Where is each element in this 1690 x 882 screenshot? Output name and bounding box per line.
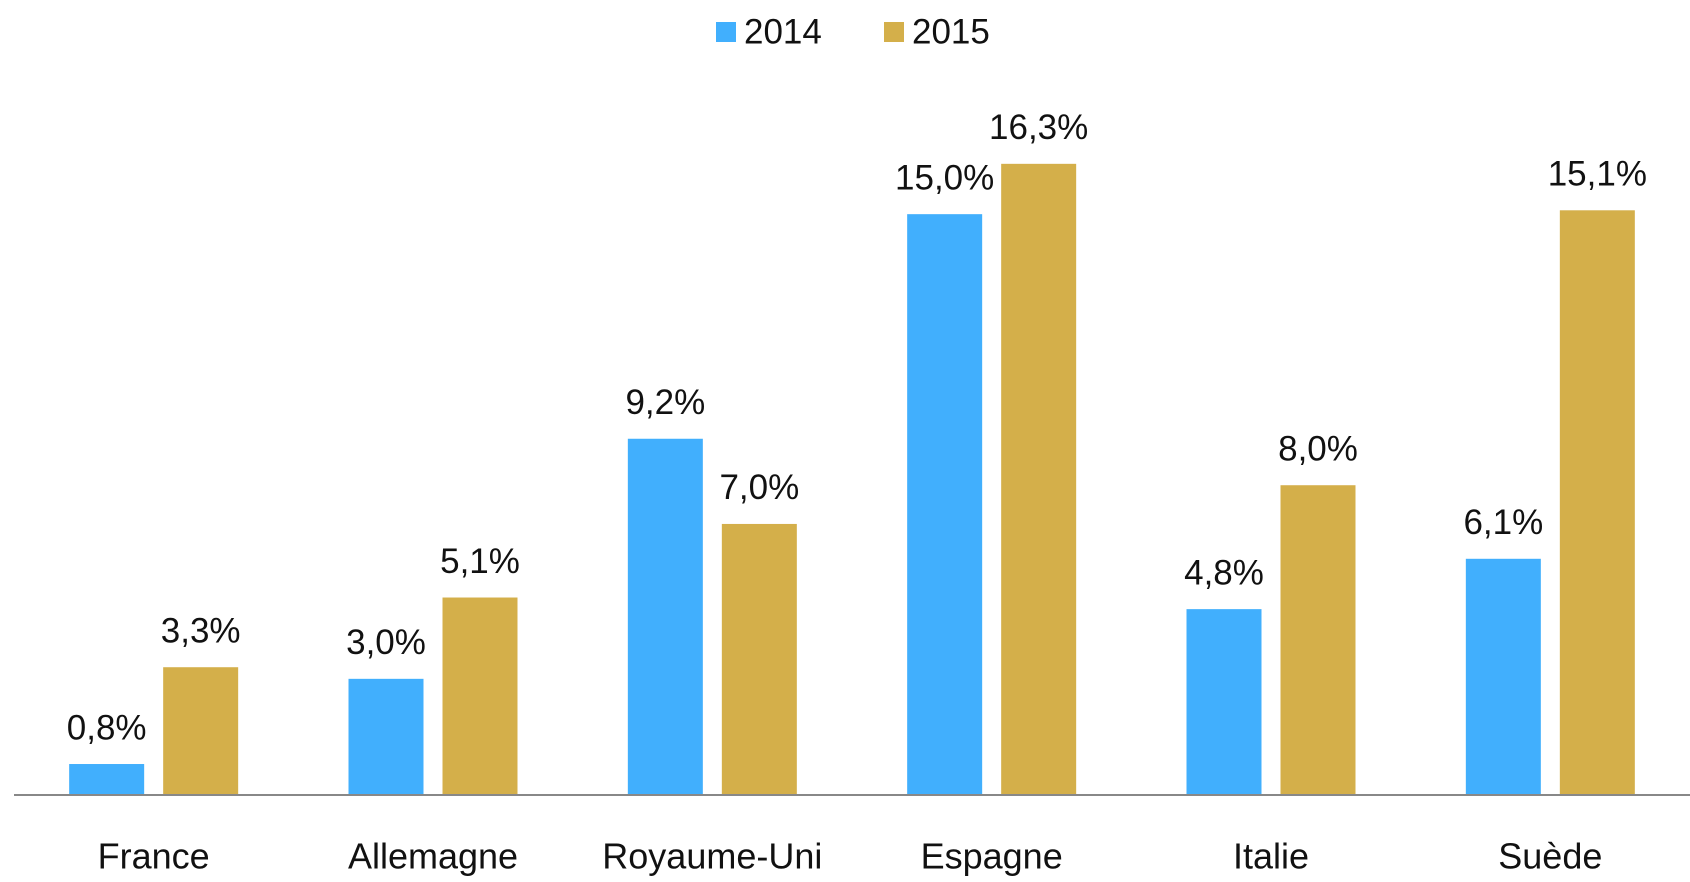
data-label: 0,8%	[67, 708, 147, 747]
data-label: 6,1%	[1463, 503, 1543, 542]
x-tick-label: Allemagne	[348, 836, 518, 877]
bar	[442, 597, 518, 795]
data-label: 15,0%	[895, 158, 994, 197]
x-tick-label: Suède	[1498, 836, 1602, 877]
data-label: 7,0%	[719, 468, 799, 507]
data-label: 16,3%	[989, 108, 1088, 147]
bar	[163, 667, 239, 795]
bar	[1186, 609, 1262, 795]
legend-label: 2015	[912, 12, 990, 51]
bar	[721, 523, 797, 795]
bar	[1280, 485, 1356, 795]
x-tick-label: Royaume-Uni	[602, 836, 822, 877]
data-label: 15,1%	[1548, 155, 1647, 194]
x-tick-label: Espagne	[921, 836, 1063, 877]
legend-swatch	[716, 22, 736, 42]
data-label: 3,0%	[346, 623, 426, 662]
legend-swatch	[884, 22, 904, 42]
bar	[1001, 163, 1077, 796]
bar	[348, 678, 424, 795]
data-label: 8,0%	[1278, 429, 1358, 468]
legend-label: 2014	[744, 12, 822, 51]
bar	[907, 214, 983, 795]
bar	[1559, 210, 1635, 796]
bar	[1465, 558, 1541, 795]
bar	[69, 764, 145, 795]
x-tick-label: France	[98, 836, 210, 877]
data-label: 9,2%	[625, 383, 705, 422]
x-tick-label: Italie	[1233, 836, 1309, 877]
bar	[627, 438, 703, 795]
data-label: 5,1%	[440, 542, 520, 581]
data-label: 3,3%	[161, 611, 241, 650]
data-label: 4,8%	[1184, 553, 1264, 592]
